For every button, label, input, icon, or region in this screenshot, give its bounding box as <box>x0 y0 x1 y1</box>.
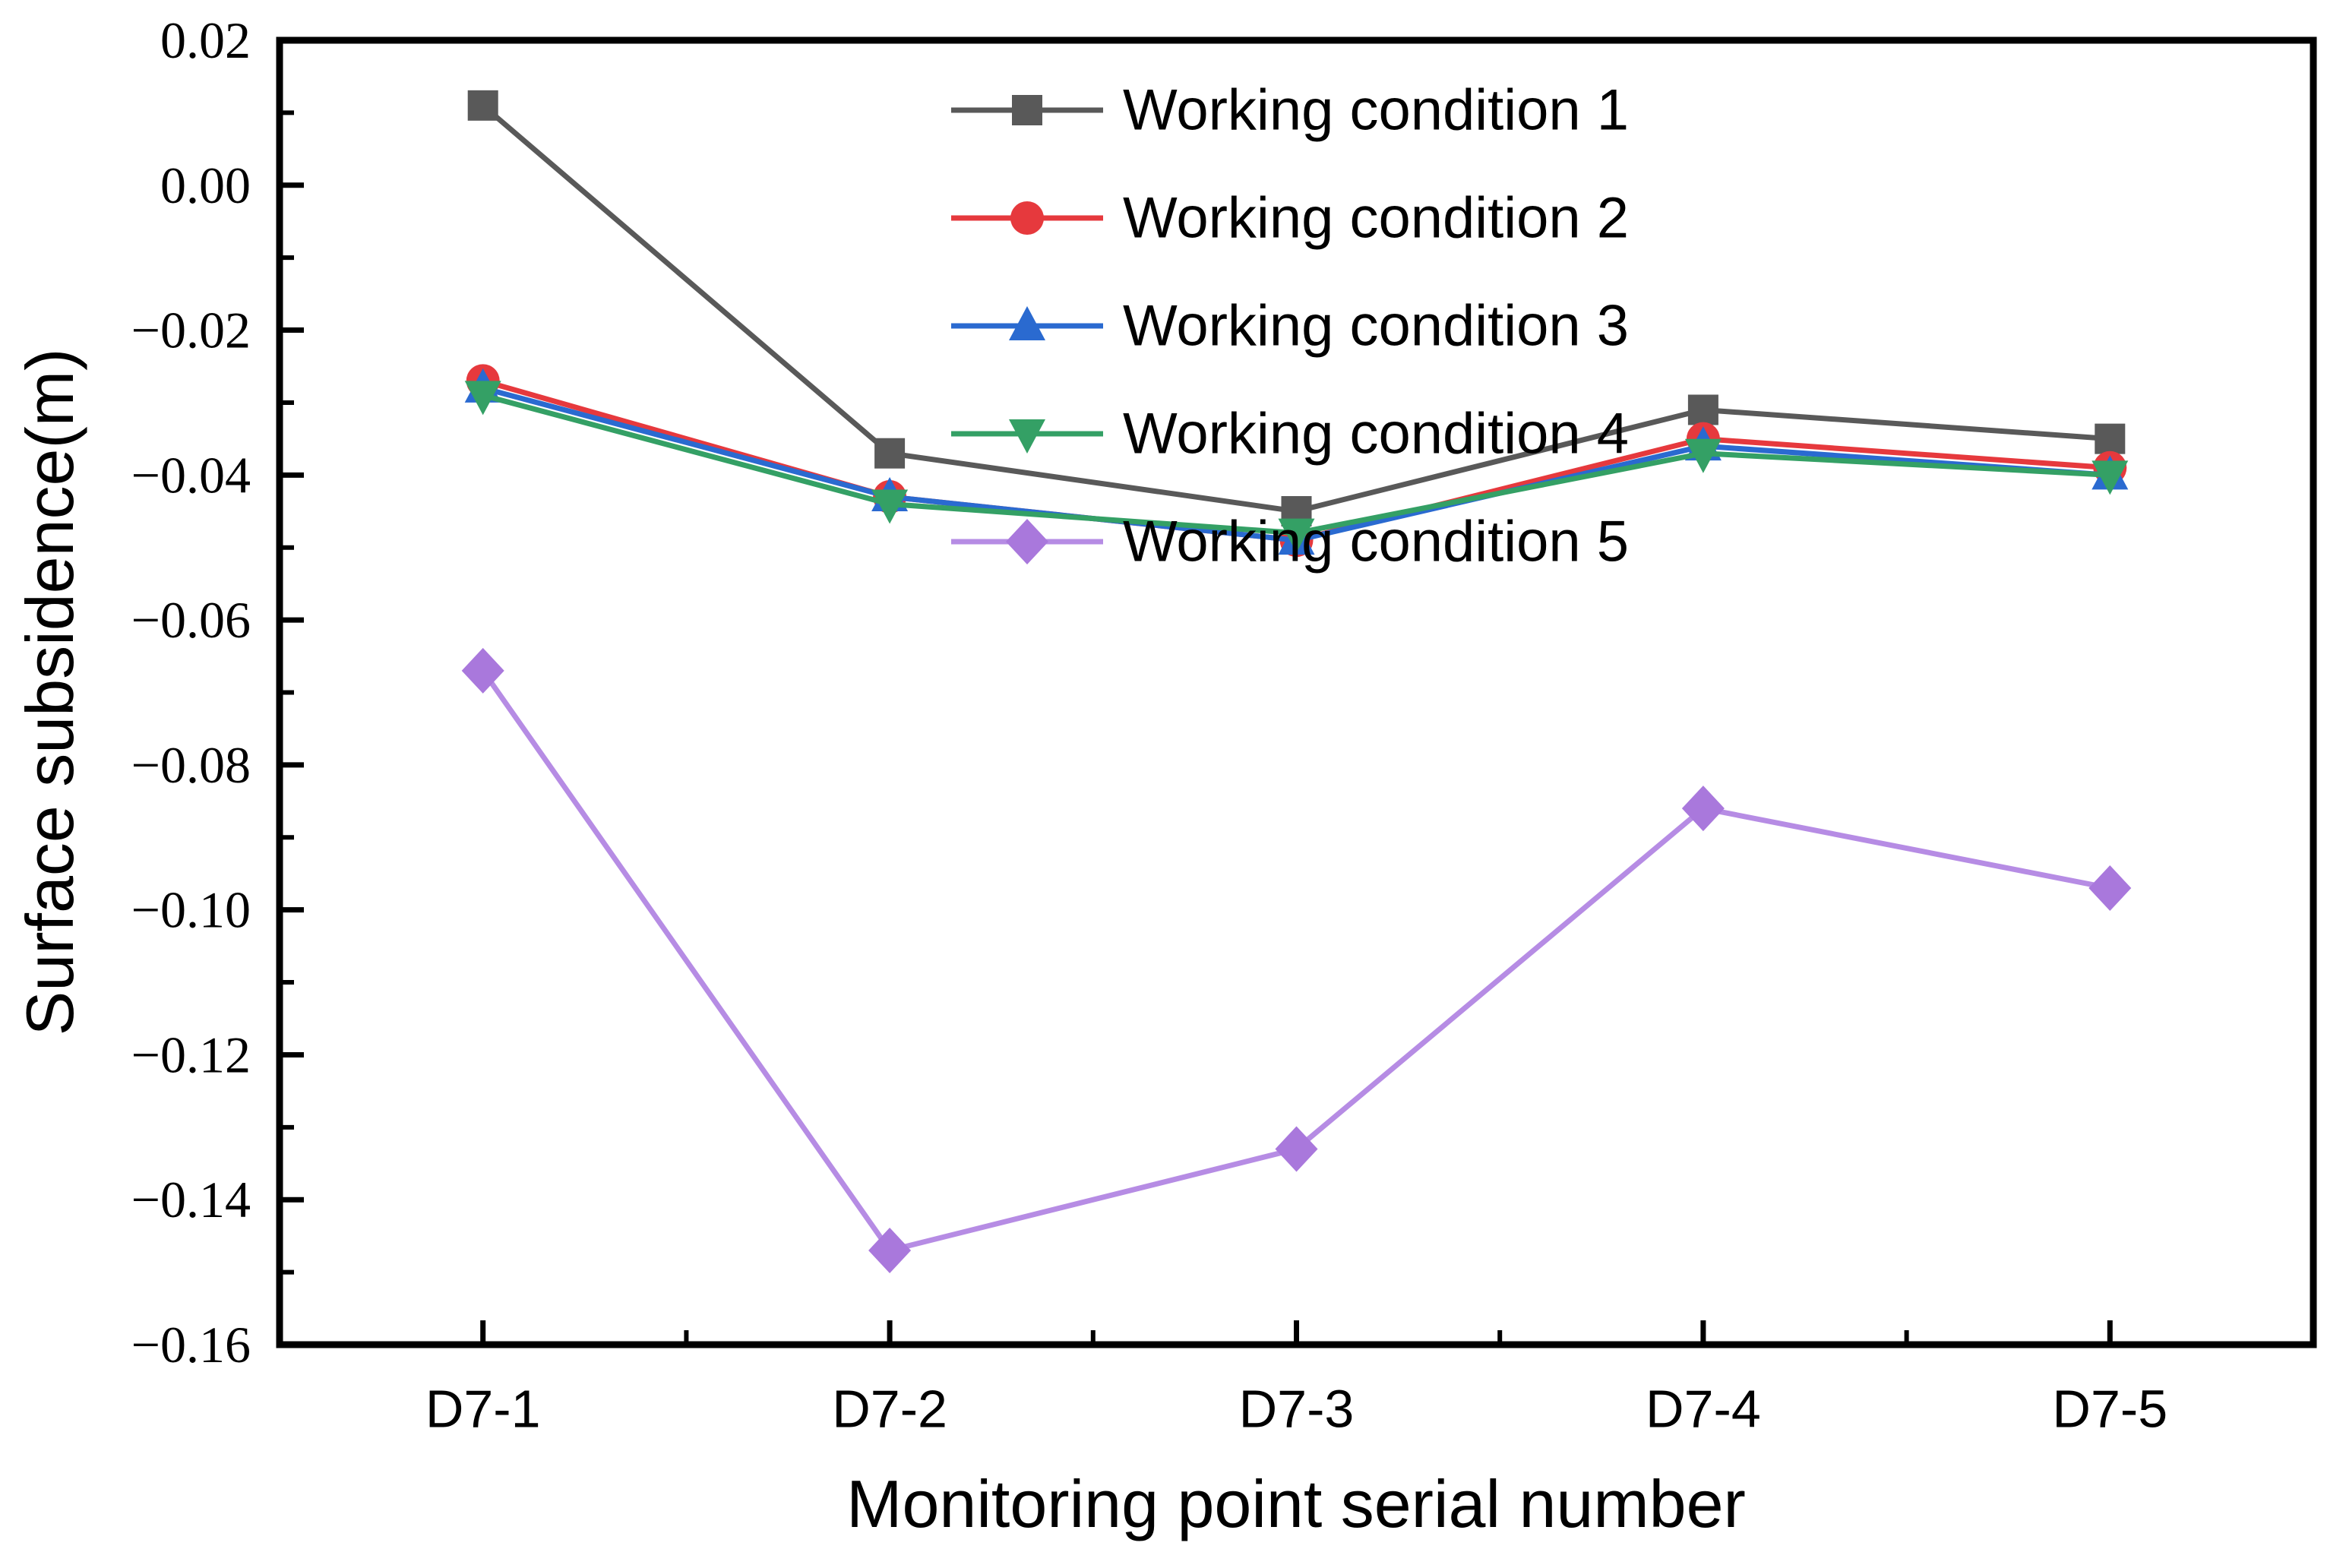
diamond-marker-icon <box>1275 1126 1318 1172</box>
triangle-down-marker-icon <box>2091 460 2129 495</box>
y-tick-label: −0.02 <box>131 302 251 359</box>
y-tick-label: −0.08 <box>131 736 251 794</box>
y-tick-label: −0.16 <box>131 1316 251 1374</box>
triangle-down-marker-icon <box>871 489 909 524</box>
square-marker-icon <box>1687 394 1718 425</box>
triangle-down-marker-icon <box>464 381 501 416</box>
y-tick-label: −0.04 <box>131 446 251 504</box>
legend-item-working-condition-4: Working condition 4 <box>951 402 1629 466</box>
square-marker-icon <box>1012 95 1042 125</box>
legend-item-working-condition-5: Working condition 5 <box>951 510 1629 574</box>
diamond-marker-icon <box>1681 786 1725 832</box>
diamond-marker-icon <box>461 647 504 694</box>
x-axis-title: Monitoring point serial number <box>846 1466 1746 1541</box>
x-axis-tick-labels: D7-1 D7-2 D7-3 D7-4 D7-5 <box>425 1379 2167 1438</box>
y-tick-label: −0.06 <box>131 591 251 649</box>
diamond-marker-icon <box>1006 519 1048 564</box>
legend-item-working-condition-1: Working condition 1 <box>951 78 1629 143</box>
legend-label: Working condition 1 <box>1123 78 1629 143</box>
triangle-down-marker-icon <box>1278 518 1315 553</box>
x-tick-label: D7-5 <box>2052 1379 2167 1438</box>
triangle-up-marker-icon <box>1009 306 1045 340</box>
series-1 <box>467 90 2126 527</box>
legend-label: Working condition 5 <box>1123 510 1629 574</box>
y-axis-tick-labels: 0.02 0.00 −0.02 −0.04 −0.06 −0.08 −0.10 −0.12 −0… <box>131 11 251 1374</box>
y-tick-label: −0.12 <box>131 1026 251 1083</box>
y-tick-label: 0.02 <box>160 11 251 69</box>
x-tick-label: D7-3 <box>1239 1379 1355 1438</box>
triangle-down-marker-icon <box>1009 419 1045 454</box>
diamond-marker-icon <box>868 1227 912 1273</box>
y-axis-title: Surface subsidence(m) <box>12 349 87 1036</box>
y-tick-label: 0.00 <box>160 156 251 214</box>
y-tick-label: −0.10 <box>131 881 251 939</box>
legend-item-working-condition-2: Working condition 2 <box>951 186 1629 251</box>
data-series <box>461 90 2132 1273</box>
y-tick-label: −0.14 <box>131 1171 251 1228</box>
legend-label: Working condition 4 <box>1123 402 1629 466</box>
legend: Working condition 1 Working condition 2 Wo… <box>951 78 1629 574</box>
series-5 <box>461 647 2132 1273</box>
legend-item-working-condition-3: Working condition 3 <box>951 294 1629 359</box>
square-marker-icon <box>467 90 498 121</box>
x-tick-label: D7-4 <box>1646 1379 1761 1438</box>
triangle-down-marker-icon <box>1684 438 1722 473</box>
y-axis-ticks <box>280 37 304 1348</box>
x-tick-label: D7-2 <box>832 1379 947 1438</box>
circle-marker-icon <box>1010 201 1044 235</box>
square-marker-icon <box>874 438 906 469</box>
diamond-marker-icon <box>2088 865 2132 912</box>
x-axis-ticks <box>480 1320 2113 1345</box>
legend-label: Working condition 2 <box>1123 186 1629 251</box>
legend-label: Working condition 3 <box>1123 294 1629 359</box>
x-tick-label: D7-1 <box>425 1379 541 1438</box>
square-marker-icon <box>2095 423 2126 454</box>
series-4 <box>464 381 2129 553</box>
